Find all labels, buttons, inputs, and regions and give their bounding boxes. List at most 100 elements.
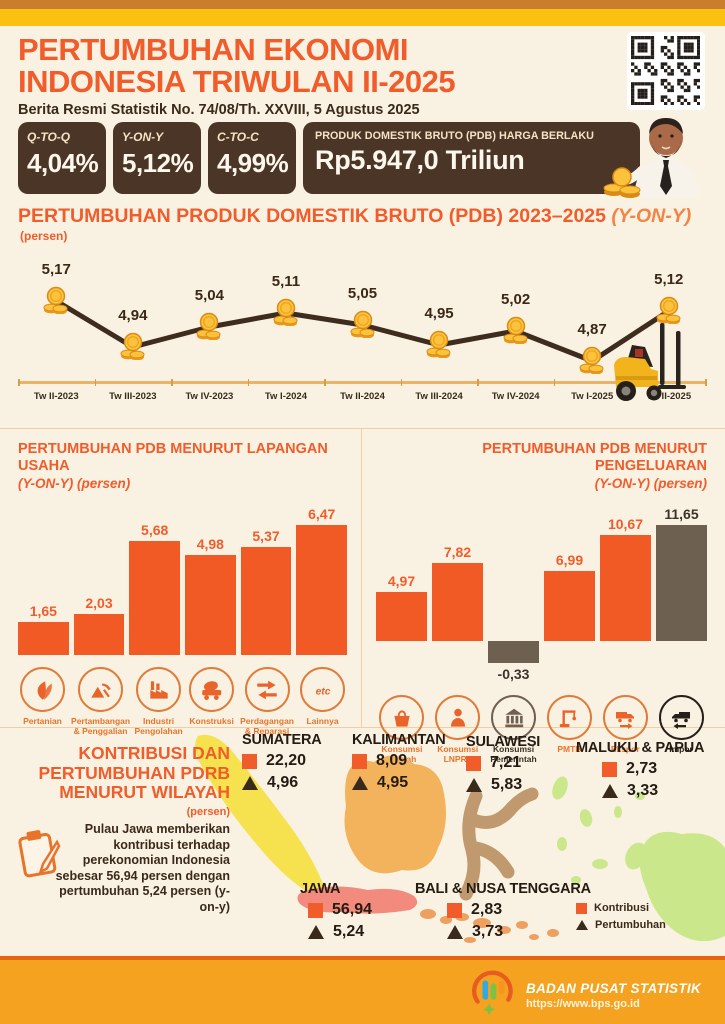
pertumbuhan-triangle-icon bbox=[602, 784, 618, 798]
region-maluku-papua: MALUKU & PAPUA 2,73 3,33 bbox=[576, 740, 704, 800]
bar bbox=[240, 547, 292, 655]
pertumbuhan-value: 3,33 bbox=[627, 782, 659, 799]
etc-icon: etc bbox=[300, 667, 346, 712]
top-strip-yellow bbox=[0, 9, 725, 26]
stat-card-ctoc: C-TO-C 4,99% bbox=[208, 122, 296, 194]
coin-stack-icon bbox=[120, 332, 146, 361]
line-chart-title-suffix: (Y-ON-Y) bbox=[611, 205, 692, 227]
export-truck-icon bbox=[602, 695, 648, 740]
regional-map-section: KONTRIBUSI DAN PERTUMBUHAN PDRB MENURUT … bbox=[0, 726, 725, 958]
icon-label: Konsumsi Pemerintah bbox=[490, 744, 537, 764]
region-name: BALI & NUSA TENGGARA bbox=[415, 881, 591, 897]
lapangan-usaha-icons: Pertanian Pertambangan & Penggalian Indu… bbox=[18, 667, 347, 736]
kontribusi-value: 22,20 bbox=[266, 752, 307, 769]
x-axis-labels: Tw II-2023 Tw III-2023 Tw IV-2023 Tw I-2024… bbox=[18, 391, 707, 402]
x-axis-label: Tw III-2024 bbox=[415, 391, 463, 402]
axis-tick bbox=[171, 379, 173, 386]
region-name: SULAWESI bbox=[466, 734, 541, 750]
region-name: MALUKU & PAPUA bbox=[576, 740, 705, 756]
kontribusi-square-icon bbox=[447, 902, 462, 918]
x-axis-label: Tw II-2025 bbox=[646, 391, 692, 402]
bar bbox=[600, 534, 651, 641]
bar-value-label: -0,33 bbox=[497, 666, 530, 682]
pdb-label: PRODUK DOMESTIK BRUTO (PDB) HARGA BERLAK… bbox=[315, 130, 594, 142]
bps-logo bbox=[470, 969, 516, 1022]
businessman-coins-illustration bbox=[592, 108, 718, 203]
bar-column: 7,82 bbox=[432, 503, 483, 683]
bar-column: 10,67 bbox=[600, 503, 651, 683]
line-point-value: 5,12 bbox=[654, 271, 684, 288]
clipboard-icon bbox=[14, 826, 62, 885]
bar-value-label: 4,98 bbox=[196, 535, 224, 552]
kontribusi-value: 56,94 bbox=[332, 901, 373, 918]
icon-item-lnprt: Konsumsi LNPRT bbox=[432, 695, 484, 774]
icon-item-impor: Impor bbox=[655, 695, 707, 774]
bar bbox=[73, 614, 125, 655]
icon-label: Lainnya bbox=[306, 716, 339, 726]
bar bbox=[544, 571, 595, 641]
mining-icon bbox=[78, 667, 124, 712]
legend-pertumbuhan-label: Pertumbuhan bbox=[595, 919, 666, 931]
icon-label: Perdagangan & Reparasi bbox=[240, 716, 294, 736]
x-axis-label: Tw I-2025 bbox=[571, 391, 614, 402]
x-axis-label: Tw II-2023 bbox=[33, 391, 79, 402]
bar-column: 5,37 bbox=[240, 503, 292, 655]
government-building-icon bbox=[491, 695, 537, 740]
pengeluaran-subtitle: (Y-ON-Y) (persen) bbox=[594, 476, 707, 491]
kontribusi-square-icon bbox=[576, 902, 587, 914]
pertumbuhan-triangle-icon bbox=[576, 920, 588, 930]
axis-tick bbox=[477, 379, 479, 386]
stat-label: Q-TO-Q bbox=[27, 130, 71, 144]
stat-label: Y-ON-Y bbox=[122, 130, 164, 144]
pengeluaran-bar-chart: 4,97 7,82 -0,33 6,99 10,67 11,65 bbox=[376, 503, 707, 683]
kontribusi-value: 2,83 bbox=[471, 901, 503, 918]
bar bbox=[296, 525, 348, 655]
stat-value: 4,99% bbox=[217, 148, 289, 178]
line-chart-unit: (persen) bbox=[20, 229, 68, 243]
bar-column: 5,68 bbox=[129, 503, 181, 655]
icon-label: PMTB bbox=[557, 744, 582, 754]
headline-stats-row: Q-TO-Q 4,04% Y-ON-Y 5,12% C-TO-C 4,99% P… bbox=[18, 122, 640, 194]
trade-arrows-icon bbox=[244, 667, 290, 712]
coin-stack-icon bbox=[350, 310, 376, 339]
bar-column: 4,98 bbox=[185, 503, 236, 655]
pertumbuhan-triangle-icon bbox=[242, 776, 258, 790]
bar bbox=[129, 540, 181, 655]
line-point-value: 5,05 bbox=[347, 285, 378, 302]
bar-column: 11,65 bbox=[656, 503, 707, 683]
icon-label: Impor bbox=[669, 744, 693, 754]
x-axis bbox=[18, 379, 707, 386]
footer-url[interactable]: https://www.bps.go.id bbox=[525, 998, 640, 1010]
line-point-value: 5,04 bbox=[194, 287, 224, 304]
stat-label: C-TO-C bbox=[217, 130, 259, 144]
icon-item-industri: Industri Pengolahan bbox=[134, 667, 183, 736]
pertumbuhan-triangle-icon bbox=[447, 925, 463, 939]
top-strip-dark bbox=[0, 0, 725, 9]
page-title-line1: PERTUMBUHAN EKONOMI bbox=[18, 32, 409, 67]
bar-column: 2,03 bbox=[73, 503, 125, 655]
line-point-value: 5,11 bbox=[271, 273, 301, 290]
kontribusi-square-icon bbox=[466, 755, 481, 771]
lapangan-usaha-title: PERTUMBUHAN PDB MENURUT LAPANGAN USAHA (… bbox=[18, 441, 347, 493]
pertumbuhan-value: 4,95 bbox=[377, 774, 409, 791]
x-axis-label: Tw III-2023 bbox=[109, 391, 157, 402]
lapangan-usaha-panel: PERTUMBUHAN PDB MENURUT LAPANGAN USAHA (… bbox=[0, 429, 361, 735]
kontribusi-square-icon bbox=[308, 902, 323, 918]
pertumbuhan-triangle-icon bbox=[466, 778, 482, 792]
pertumbuhan-value: 5,83 bbox=[491, 776, 523, 793]
region-jawa: JAWA 56,94 5,24 bbox=[300, 881, 372, 941]
line-point-value: 4,95 bbox=[424, 305, 454, 322]
qr-code bbox=[627, 32, 705, 110]
map-sumatera bbox=[195, 734, 325, 898]
icon-label: Pertanian bbox=[23, 716, 62, 726]
coin-stack-icon bbox=[656, 296, 682, 325]
coin-stack-icon bbox=[196, 312, 222, 341]
map-title-line3: MENURUT WILAYAH bbox=[59, 782, 230, 802]
icon-label: Industri Pengolahan bbox=[134, 716, 183, 736]
icon-item-pertanian: Pertanian bbox=[18, 667, 67, 736]
pertumbuhan-value: 5,24 bbox=[333, 923, 365, 940]
footer-brand: BADAN PUSAT STATISTIK https://www.bps.go… bbox=[470, 969, 701, 1022]
line-point-value: 5,17 bbox=[41, 261, 71, 278]
stat-value: 5,12% bbox=[122, 148, 194, 178]
bar-value-label: 5,68 bbox=[141, 521, 169, 538]
